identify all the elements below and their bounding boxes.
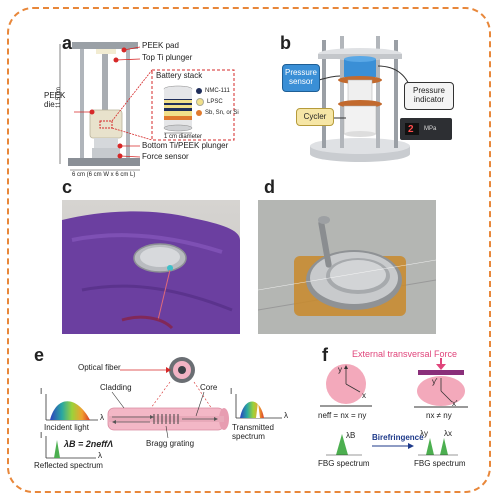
core-label: Core	[200, 383, 218, 392]
bragg-equation: λB = 2neffΛ	[64, 439, 114, 449]
legend-item: Sb, Sn, or Si	[196, 110, 239, 116]
lambda-y-label: λy	[420, 429, 428, 438]
panel-label-d: d	[264, 177, 275, 197]
pressure-sensor-box: Pressure sensor	[282, 64, 320, 92]
legend-item: NMC-111	[196, 88, 239, 94]
lambda-b-label: λB	[346, 431, 356, 440]
display-value: 2	[408, 124, 414, 135]
incident-lambda-axis: λ	[100, 413, 104, 422]
transmitted-intensity-axis: I	[230, 387, 233, 396]
panel-label-b: b	[280, 33, 291, 53]
panel-label-f: f	[322, 345, 328, 365]
right-equation: nx ≠ ny	[426, 411, 452, 420]
bottom-plunger-label: Bottom Ti/PEEK plunger	[142, 141, 229, 150]
transmitted-spectrum-label: Transmitted spectrum	[232, 423, 274, 441]
reflected-intensity-axis: I	[40, 431, 43, 440]
fbg-spectrum-left-label: FBG spectrum	[318, 459, 370, 468]
external-force-label: External transversal Force	[352, 349, 458, 359]
legend-swatch	[196, 98, 204, 106]
transmitted-lambda-axis: λ	[284, 411, 288, 420]
fbg-spectrum-right-label: FBG spectrum	[414, 459, 466, 468]
dims-label: 6 cm (6 cm W x 6 cm L)	[72, 172, 136, 178]
birefringence-label: Birefringence	[372, 433, 424, 442]
panel-label-a: a	[62, 33, 73, 53]
cell-photo	[258, 200, 436, 334]
lambda-x-label: λx	[444, 429, 452, 438]
axis-x-label: x	[362, 391, 366, 400]
force-sensor-label: Force sensor	[142, 152, 189, 161]
axis-y-label: y	[338, 365, 342, 374]
battery-stack-label: Battery stack	[156, 71, 203, 80]
incident-intensity-axis: I	[40, 387, 43, 396]
axis-y-prime-label: y'	[432, 377, 438, 386]
dashed-frame	[7, 7, 491, 493]
legend-swatch	[196, 110, 202, 116]
cladding-label: Cladding	[100, 383, 132, 392]
axis-x-prime-label: x'	[452, 399, 458, 408]
bragg-grating-label: Bragg grating	[146, 439, 195, 448]
reflected-lambda-axis: λ	[98, 451, 102, 460]
panel-label-c: c	[62, 177, 73, 197]
peek-die-label: PEEK die	[44, 91, 66, 109]
legend-label: LPSC	[207, 99, 223, 105]
peek-pad-label: PEEK pad	[142, 41, 179, 50]
legend-label: Sb, Sn, or Si	[205, 110, 239, 116]
legend: NMC-111 LPSC Sb, Sn, or Si	[196, 88, 239, 116]
panel-label-e: e	[34, 345, 45, 365]
glove-photo	[62, 200, 240, 334]
legend-swatch	[196, 88, 202, 94]
display-unit: MPa	[424, 126, 437, 132]
legend-item: LPSC	[196, 98, 239, 106]
top-plunger-label: Top Ti plunger	[142, 53, 193, 62]
left-equation: neff = nx = ny	[318, 411, 367, 420]
diameter-label: 1 cm diameter	[164, 134, 203, 140]
reflected-spectrum-label: Reflected spectrum	[34, 461, 103, 470]
optical-fiber-label: Optical fiber	[78, 363, 121, 372]
incident-light-label: Incident light	[44, 423, 89, 432]
cycler-box: Cycler	[296, 108, 334, 126]
legend-label: NMC-111	[205, 88, 230, 94]
pressure-indicator-box: Pressure indicator	[404, 82, 454, 110]
